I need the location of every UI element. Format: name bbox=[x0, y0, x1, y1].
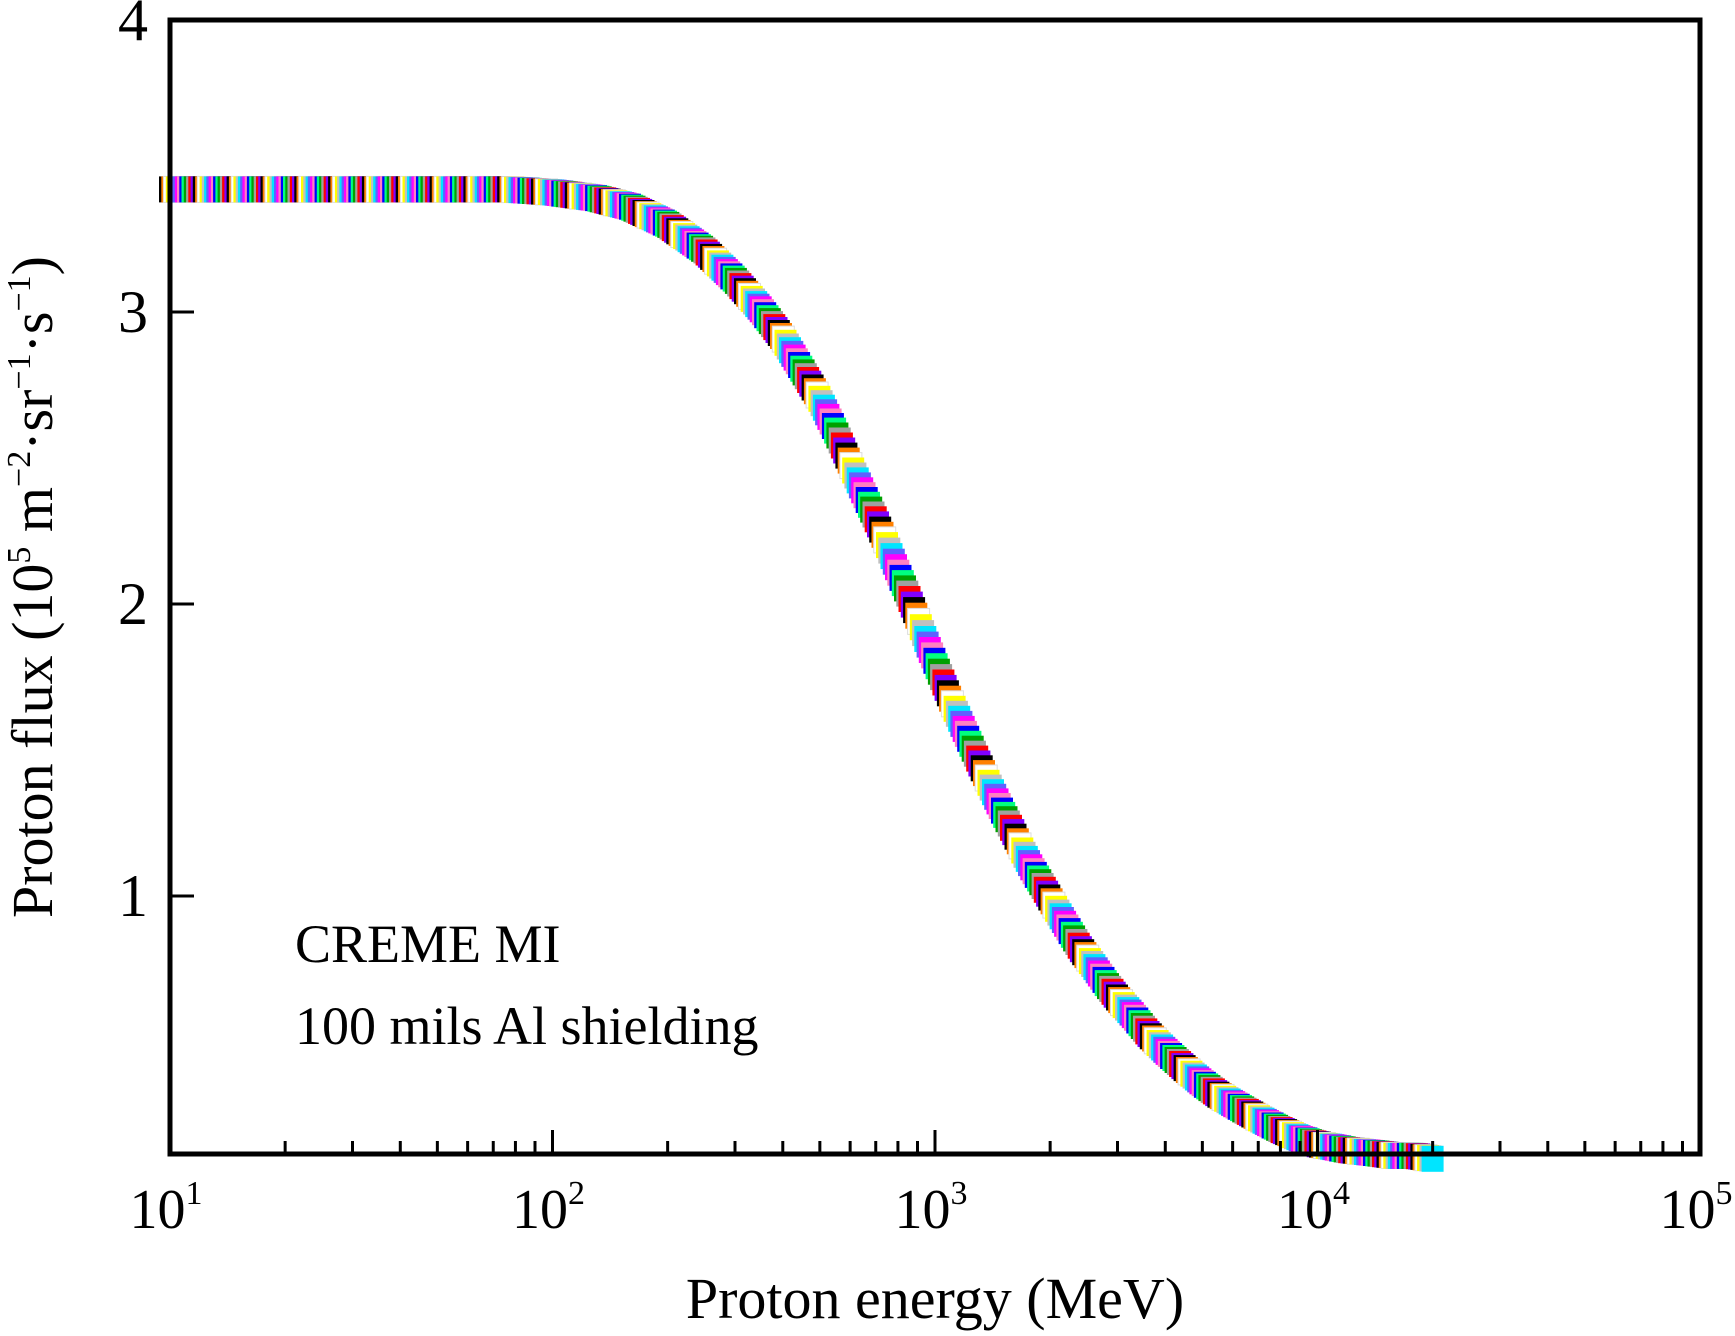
y-axis-label: Proton flux (105 m−2·sr−1·s−1) bbox=[0, 256, 65, 918]
x-tick-label: 102 bbox=[512, 1175, 585, 1241]
y-tick-label: 4 bbox=[118, 0, 148, 53]
y-label-exp3: −1 bbox=[1, 353, 38, 389]
y-label-exp4: −1 bbox=[1, 275, 38, 311]
y-label-mid2: ·sr bbox=[0, 390, 65, 451]
y-label-exp2: −2 bbox=[1, 451, 38, 487]
axis-ticks bbox=[168, 18, 1702, 1154]
x-tick-label: 104 bbox=[1277, 1175, 1350, 1241]
y-tick-label: 2 bbox=[118, 571, 148, 637]
y-label-mid1: m bbox=[0, 487, 65, 547]
y-label-exp: 5 bbox=[1, 547, 38, 564]
x-tick-label: 103 bbox=[895, 1175, 968, 1241]
y-tick-label: 1 bbox=[118, 863, 148, 929]
data-markers bbox=[159, 175, 1444, 1172]
tick-labels: 101 102 103 104 105 1 2 3 4 bbox=[118, 0, 1733, 1241]
y-tick-label: 3 bbox=[118, 279, 148, 345]
x-axis-label: Proton energy (MeV) bbox=[686, 1266, 1184, 1331]
x-tick-label: 105 bbox=[1660, 1175, 1733, 1241]
annotation-line-1: CREME MI bbox=[295, 914, 561, 974]
annotation-line-2: 100 mils Al shielding bbox=[295, 996, 759, 1056]
x-tick-label: 101 bbox=[130, 1175, 203, 1241]
y-label-prefix: Proton flux (10 bbox=[0, 564, 65, 918]
y-label-mid3: ·s bbox=[0, 311, 65, 353]
y-label-suffix: ) bbox=[0, 256, 65, 275]
